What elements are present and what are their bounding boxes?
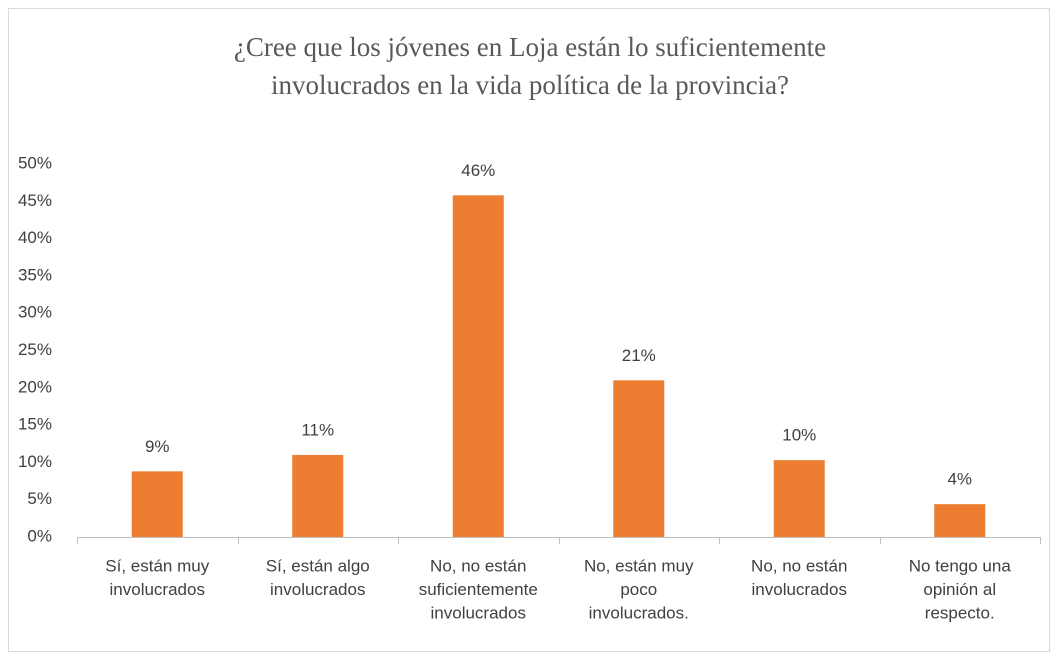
bar: [452, 195, 504, 537]
x-tick-label: involucrados.: [589, 603, 689, 622]
x-tick-label: suficientemente: [419, 580, 538, 599]
bar: [613, 380, 665, 537]
data-label: 4%: [947, 470, 972, 489]
y-tick-label: 15%: [18, 415, 52, 434]
data-label: 10%: [782, 426, 816, 445]
bar: [292, 454, 344, 537]
x-tick-label: No tengo una: [909, 556, 1012, 575]
x-tick-label: No, no están: [751, 556, 847, 575]
chart-title: ¿Cree que los jóvenes en Loja están lo s…: [234, 32, 826, 62]
x-tick-label: opinión al: [923, 580, 996, 599]
y-tick-label: 25%: [18, 340, 52, 359]
chart-frame: [8, 8, 1050, 652]
bar: [773, 460, 825, 537]
x-tick-label: respecto.: [925, 603, 995, 622]
x-tick-label: involucrados: [431, 603, 526, 622]
y-tick-label: 40%: [18, 228, 52, 247]
data-label: 9%: [145, 437, 170, 456]
y-tick-label: 0%: [27, 526, 52, 545]
x-tick-label: poco: [620, 580, 657, 599]
x-tick-label: No, están muy: [584, 556, 694, 575]
data-label: 11%: [301, 420, 334, 439]
chart-title: involucrados en la vida política de la p…: [271, 70, 789, 100]
x-tick-label: Sí, están algo: [266, 556, 370, 575]
y-tick-label: 35%: [18, 265, 52, 284]
y-tick-label: 10%: [18, 452, 52, 471]
y-tick-label: 30%: [18, 303, 52, 322]
y-tick-label: 5%: [27, 489, 52, 508]
x-tick-label: No, no están: [430, 556, 526, 575]
x-tick-label: involucrados: [752, 580, 847, 599]
y-tick-label: 50%: [18, 153, 52, 172]
data-label: 21%: [622, 346, 656, 365]
data-label: 46%: [461, 161, 495, 180]
y-tick-label: 45%: [18, 191, 52, 210]
bar: [131, 471, 183, 537]
y-tick-label: 20%: [18, 377, 52, 396]
x-tick-label: involucrados: [270, 580, 365, 599]
x-tick-label: Sí, están muy: [105, 556, 209, 575]
bar: [934, 504, 986, 537]
x-tick-label: involucrados: [110, 580, 205, 599]
